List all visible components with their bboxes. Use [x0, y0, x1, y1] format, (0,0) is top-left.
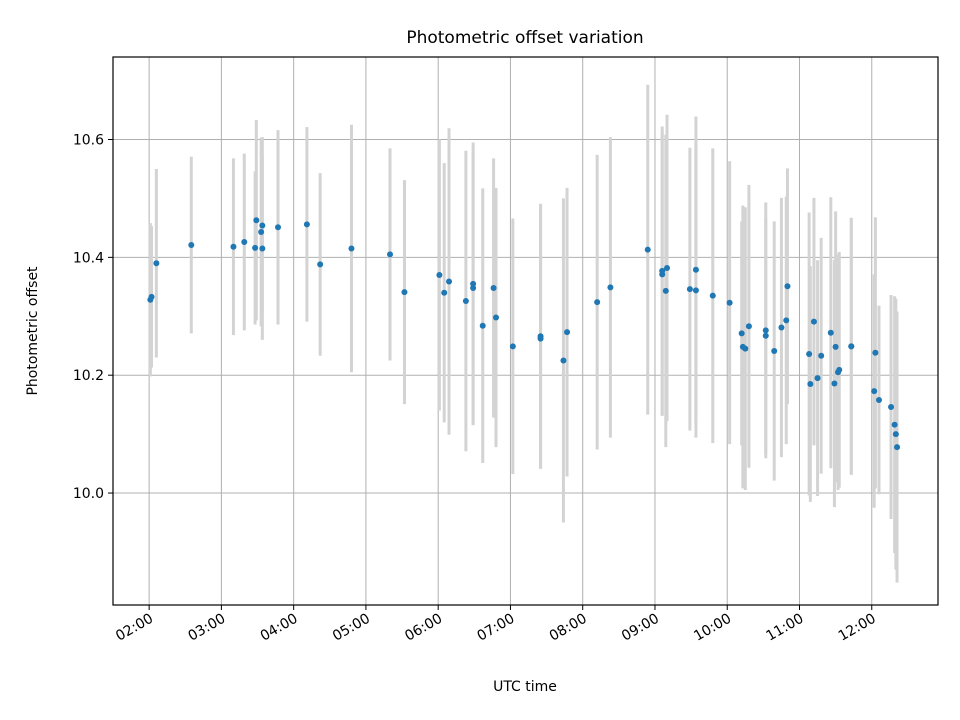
data-point	[891, 421, 898, 428]
x-tick-label: 10:00	[691, 611, 734, 645]
data-point	[726, 299, 733, 306]
data-point	[871, 388, 878, 395]
y-tick-label: 10.4	[73, 250, 104, 266]
y-tick-label: 10.6	[73, 132, 104, 148]
data-point	[664, 264, 671, 271]
data-point	[807, 381, 814, 388]
x-tick-label: 02:00	[113, 611, 156, 645]
data-point	[762, 327, 769, 334]
data-point	[818, 352, 825, 359]
data-point	[662, 287, 669, 294]
data-point	[259, 245, 266, 252]
data-point	[888, 404, 895, 411]
data-point	[827, 329, 834, 336]
y-tick-label: 10.0	[73, 486, 104, 502]
data-point	[470, 284, 477, 291]
data-point	[875, 396, 882, 403]
data-point	[692, 287, 699, 294]
data-point	[783, 317, 790, 324]
data-point	[742, 345, 749, 352]
data-point	[230, 243, 237, 250]
data-point	[303, 221, 310, 228]
data-point	[644, 246, 651, 253]
data-point	[253, 217, 260, 224]
x-axis-label: UTC time	[493, 679, 557, 695]
data-point	[806, 350, 813, 357]
data-point	[560, 357, 567, 364]
x-tick-label: 03:00	[185, 611, 228, 645]
x-tick-label: 11:00	[764, 611, 807, 645]
data-point	[470, 280, 477, 287]
data-point	[479, 322, 486, 329]
data-point	[836, 366, 843, 373]
data-point	[537, 335, 544, 342]
data-point	[745, 323, 752, 330]
data-point	[148, 293, 155, 300]
data-point	[401, 289, 408, 296]
data-point	[441, 289, 448, 296]
data-point	[317, 261, 324, 268]
data-point	[462, 297, 469, 304]
data-point	[252, 244, 259, 251]
plot-frame	[112, 56, 939, 606]
x-tick-label: 06:00	[402, 611, 445, 645]
data-point	[762, 332, 769, 339]
data-point	[258, 229, 265, 236]
data-point	[832, 343, 839, 350]
data-point	[686, 286, 693, 293]
chart-title: Photometric offset variation	[406, 28, 643, 48]
data-point	[692, 266, 699, 273]
y-tick-label: 10.2	[73, 368, 104, 384]
data-point	[784, 283, 791, 290]
error-bars	[148, 84, 899, 583]
data-point	[771, 348, 778, 355]
data-point	[241, 239, 248, 246]
data-point	[872, 349, 879, 356]
data-point	[659, 271, 666, 278]
x-tick-label: 08:00	[547, 611, 590, 645]
data-point	[594, 299, 601, 306]
x-tick-label: 09:00	[619, 611, 662, 645]
data-point	[275, 224, 281, 231]
data-point	[509, 343, 516, 350]
data-point	[436, 272, 443, 279]
data-point	[153, 260, 160, 267]
data-point	[814, 375, 821, 382]
data-point	[564, 329, 571, 336]
data-point	[492, 314, 499, 321]
data-point	[259, 222, 266, 229]
data-point	[709, 292, 716, 299]
data-point	[810, 318, 817, 325]
data-point	[446, 278, 453, 285]
data-point	[778, 324, 785, 331]
data-point	[607, 284, 614, 291]
y-axis-label: Photometric offset	[25, 266, 41, 396]
x-tick-label: 07:00	[474, 611, 517, 645]
data-point	[188, 241, 195, 248]
data-point	[831, 380, 838, 387]
axis-ticks: 02:00 03:00 04:00 05:00 06:00 07:00 08:00 09:00…	[73, 132, 879, 644]
data-point	[894, 444, 901, 451]
data-point	[848, 343, 855, 350]
data-points	[147, 217, 901, 451]
x-tick-label: 05:00	[330, 611, 373, 645]
data-point	[387, 251, 394, 258]
data-point	[348, 245, 355, 252]
x-tick-label: 04:00	[258, 611, 301, 645]
x-tick-label: 12:00	[836, 611, 879, 645]
data-point	[490, 284, 497, 291]
data-point	[738, 330, 745, 337]
data-point	[892, 431, 899, 438]
